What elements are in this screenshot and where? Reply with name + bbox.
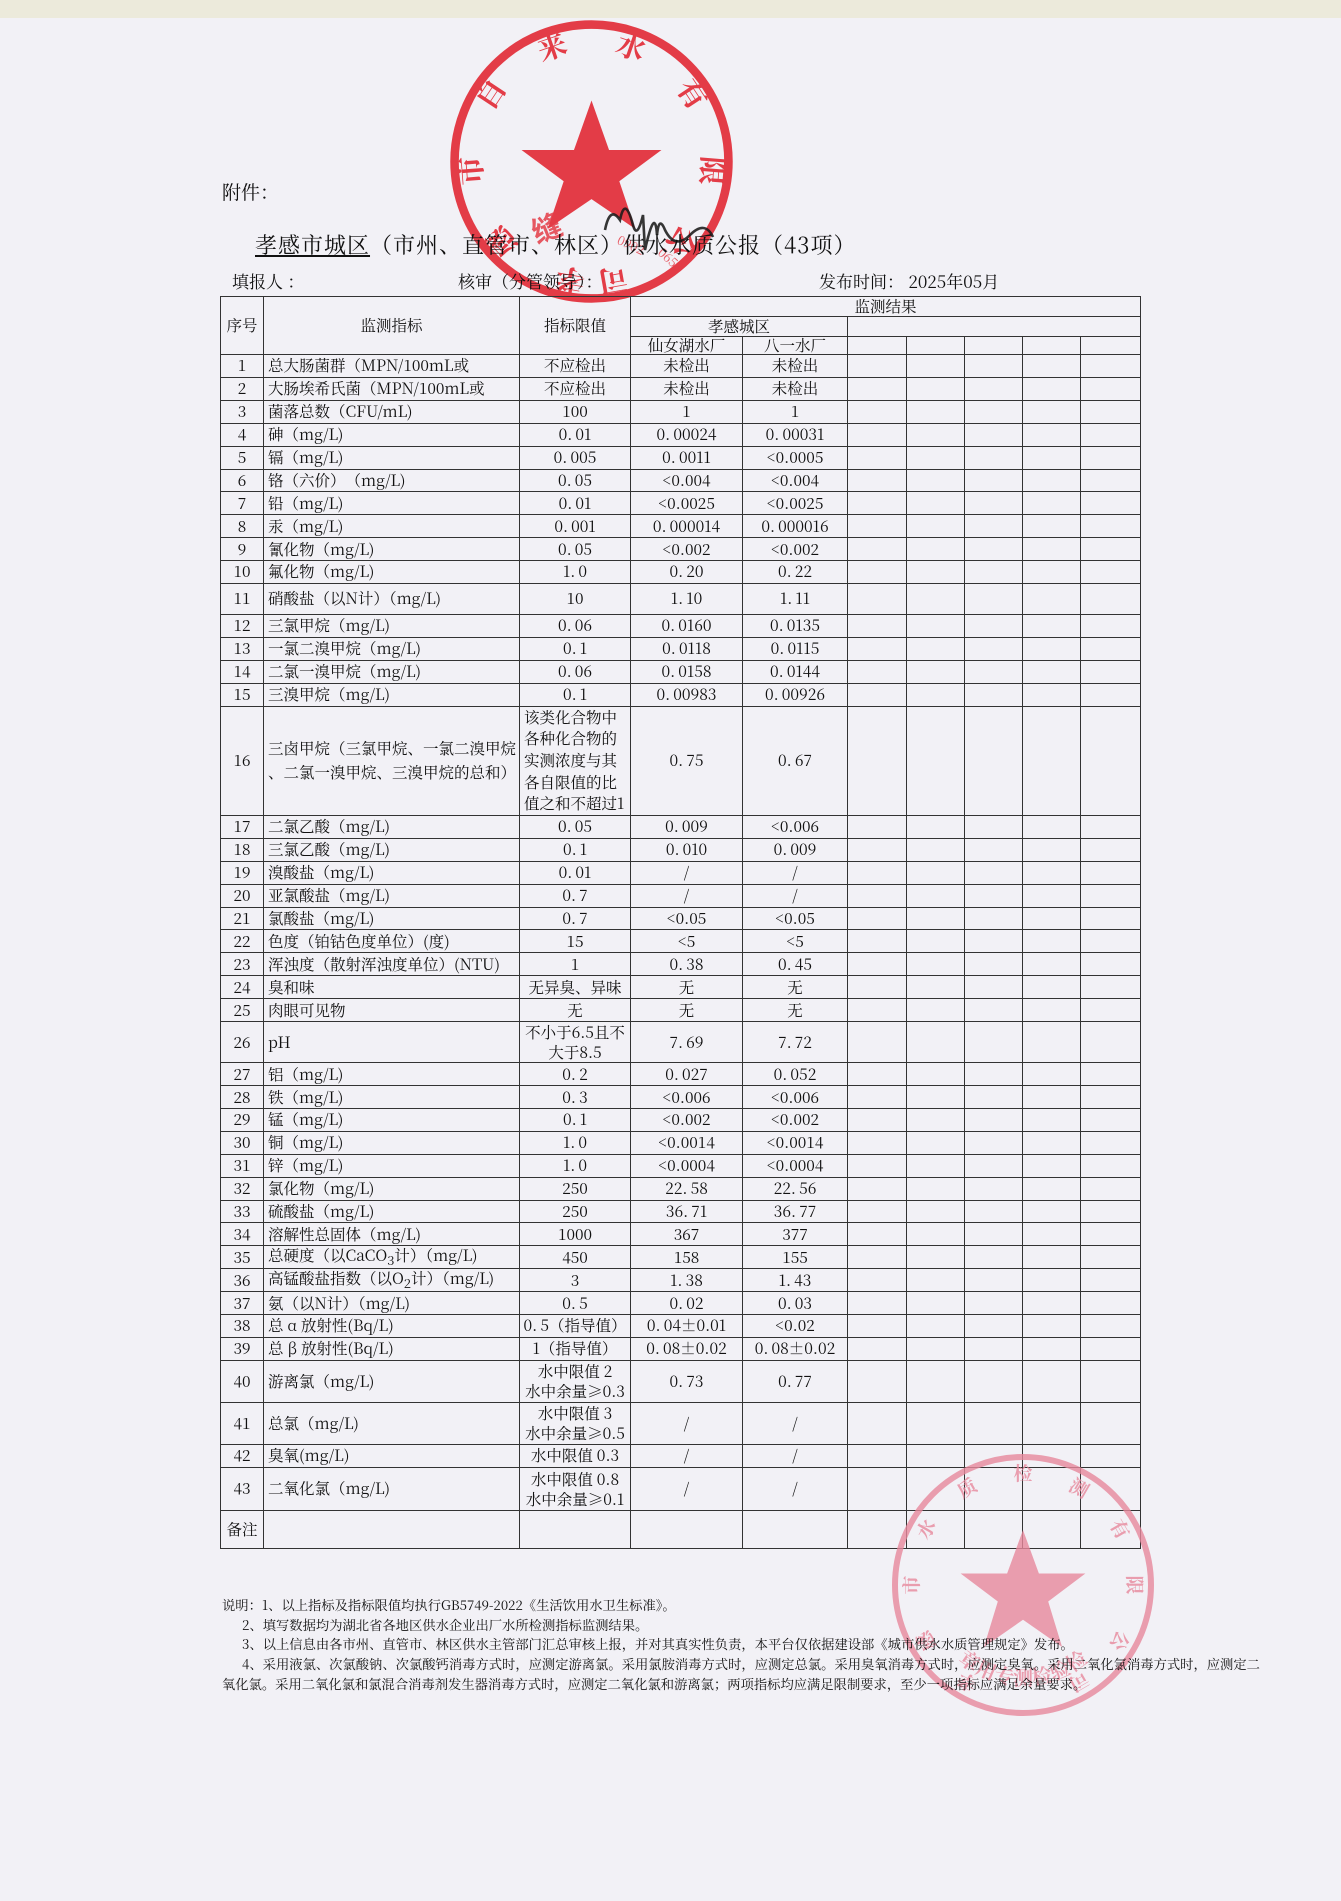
- svg-text:市: 市: [448, 155, 491, 187]
- svg-text:市: 市: [897, 1575, 924, 1594]
- svg-text:有: 有: [668, 70, 718, 117]
- svg-text:限: 限: [1122, 1575, 1149, 1594]
- svg-text:检: 检: [1013, 1459, 1032, 1486]
- svg-text:自: 自: [465, 70, 515, 117]
